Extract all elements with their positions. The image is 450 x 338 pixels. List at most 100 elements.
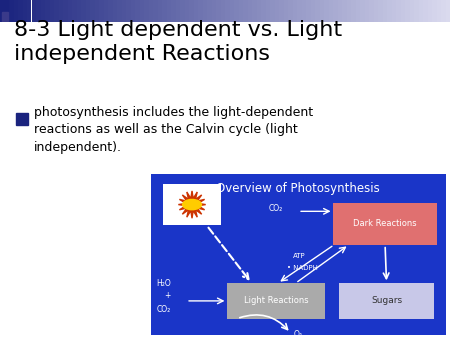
Bar — [36, 0, 40, 22]
Bar — [414, 0, 418, 22]
Bar — [256, 0, 261, 22]
Bar — [166, 0, 171, 22]
Bar — [40, 0, 45, 22]
Bar — [140, 0, 144, 22]
Bar — [243, 0, 248, 22]
Bar — [162, 184, 221, 225]
Bar — [4, 0, 9, 22]
Bar — [302, 0, 306, 22]
Bar — [369, 0, 374, 22]
Bar — [158, 0, 162, 22]
Bar — [279, 0, 284, 22]
Bar — [22, 0, 27, 22]
Text: photosynthesis includes the light-dependent
reactions as well as the Calvin cycl: photosynthesis includes the light-depend… — [34, 106, 313, 154]
Bar — [112, 0, 117, 22]
Bar — [135, 0, 140, 22]
Bar — [130, 0, 135, 22]
Bar — [207, 0, 211, 22]
Bar — [171, 0, 176, 22]
Bar — [202, 0, 207, 22]
Bar — [81, 0, 86, 22]
Bar — [306, 0, 310, 22]
Bar — [338, 0, 342, 22]
Bar — [18, 0, 22, 22]
Bar — [45, 0, 50, 22]
Bar — [378, 0, 382, 22]
Bar — [292, 0, 297, 22]
Bar — [0, 0, 4, 22]
Bar — [418, 0, 423, 22]
Polygon shape — [178, 191, 206, 218]
Bar — [297, 0, 302, 22]
Bar — [436, 0, 441, 22]
Bar — [446, 0, 450, 22]
Text: • NADPH: • NADPH — [287, 265, 318, 271]
Bar — [324, 0, 328, 22]
Bar — [9, 0, 14, 22]
Bar — [50, 0, 54, 22]
Bar — [227, 283, 324, 318]
Bar — [14, 0, 18, 22]
Bar — [234, 0, 238, 22]
Bar — [261, 0, 266, 22]
Bar — [58, 0, 63, 22]
Bar — [230, 0, 234, 22]
Bar — [194, 0, 198, 22]
Bar — [180, 0, 184, 22]
Bar — [351, 0, 356, 22]
Bar — [364, 0, 369, 22]
Bar — [360, 0, 364, 22]
Bar — [396, 0, 400, 22]
Text: ATP: ATP — [293, 252, 306, 259]
Bar — [90, 0, 94, 22]
Bar — [288, 0, 292, 22]
Bar — [68, 0, 72, 22]
Bar — [274, 0, 279, 22]
Text: H₂O: H₂O — [157, 280, 171, 288]
Bar — [153, 0, 157, 22]
Bar — [72, 0, 76, 22]
Text: CO₂: CO₂ — [269, 204, 283, 213]
Bar — [99, 0, 104, 22]
Bar — [392, 0, 396, 22]
Bar — [339, 283, 434, 318]
Bar — [270, 0, 274, 22]
Bar — [310, 0, 315, 22]
Bar — [356, 0, 360, 22]
Bar — [198, 0, 202, 22]
Text: Sugars: Sugars — [371, 296, 402, 306]
Circle shape — [183, 199, 202, 210]
Bar — [108, 0, 112, 22]
Bar — [432, 0, 436, 22]
Text: Dark Reactions: Dark Reactions — [353, 219, 417, 228]
Bar — [0, 0, 8, 10]
Text: CO₂: CO₂ — [157, 305, 171, 314]
Bar — [238, 0, 243, 22]
Bar — [94, 0, 99, 22]
Bar — [315, 0, 320, 22]
Bar — [117, 0, 122, 22]
Bar — [225, 0, 230, 22]
Bar — [333, 203, 436, 245]
Bar — [346, 0, 351, 22]
Bar — [27, 0, 32, 22]
Text: Light Reactions: Light Reactions — [244, 296, 308, 306]
Bar — [63, 0, 68, 22]
Bar — [2, 12, 8, 22]
Bar — [16, 113, 28, 125]
Text: 8-3 Light dependent vs. Light
independent Reactions: 8-3 Light dependent vs. Light independen… — [14, 20, 342, 64]
Bar — [410, 0, 414, 22]
Text: O₂: O₂ — [293, 330, 302, 338]
Text: +: + — [164, 291, 171, 300]
Bar — [266, 0, 270, 22]
Bar — [126, 0, 130, 22]
Bar — [320, 0, 324, 22]
Bar — [216, 0, 220, 22]
Bar — [248, 0, 252, 22]
Bar — [382, 0, 387, 22]
Bar — [387, 0, 392, 22]
Bar — [423, 0, 428, 22]
Bar — [400, 0, 405, 22]
Bar — [428, 0, 432, 22]
Bar — [405, 0, 410, 22]
